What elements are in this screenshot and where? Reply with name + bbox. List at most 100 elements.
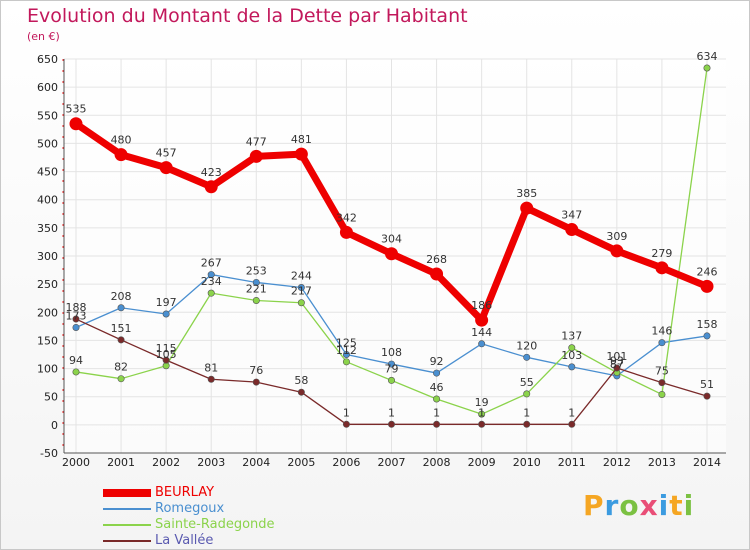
x-tick-label: 2006 — [332, 456, 360, 469]
data-label-la-vall-e: 75 — [655, 365, 669, 378]
y-tick-label: 350 — [37, 222, 58, 235]
data-point-la-vall-e — [568, 420, 576, 428]
x-tick-label: 2008 — [423, 456, 451, 469]
data-label-sainte-radegonde: 634 — [697, 50, 718, 63]
x-tick-label: 2012 — [603, 456, 631, 469]
data-point-la-vall-e — [72, 315, 80, 323]
data-point-beurlay — [204, 180, 218, 194]
data-point-beurlay — [610, 244, 624, 258]
data-label-beurlay: 535 — [66, 103, 87, 116]
data-point-romegoux — [207, 271, 215, 279]
legend-swatch — [103, 508, 151, 510]
data-point-romegoux — [72, 323, 80, 331]
data-label-sainte-radegonde: 55 — [520, 376, 534, 389]
data-label-sainte-radegonde: 112 — [336, 344, 357, 357]
data-point-la-vall-e — [703, 392, 711, 400]
data-point-beurlay — [565, 223, 579, 237]
legend-swatch — [103, 489, 151, 497]
data-point-sainte-radegonde — [658, 390, 666, 398]
legend-label: La Vallée — [155, 533, 214, 548]
data-point-la-vall-e — [297, 388, 305, 396]
data-point-beurlay — [430, 267, 444, 281]
logo-letter: t — [669, 489, 684, 522]
data-point-romegoux — [658, 339, 666, 347]
data-label-la-vall-e: 188 — [66, 301, 87, 314]
data-point-sainte-radegonde — [703, 64, 711, 72]
x-tick-label: 2004 — [242, 456, 270, 469]
data-point-romegoux — [433, 369, 441, 377]
data-label-beurlay: 279 — [651, 247, 672, 260]
x-tick-label: 2010 — [513, 456, 541, 469]
y-tick-label: 100 — [37, 363, 58, 376]
data-point-la-vall-e — [387, 420, 395, 428]
legend-swatch — [103, 540, 151, 542]
data-point-la-vall-e — [162, 356, 170, 364]
logo-letter: x — [639, 489, 659, 522]
data-label-sainte-radegonde: 94 — [69, 354, 83, 367]
data-point-beurlay — [520, 201, 534, 215]
data-label-sainte-radegonde: 217 — [291, 285, 312, 298]
data-point-la-vall-e — [252, 378, 260, 386]
data-label-la-vall-e: 51 — [700, 378, 714, 391]
y-tick-label: 200 — [37, 306, 58, 319]
data-point-sainte-radegonde — [297, 299, 305, 307]
data-label-beurlay: 347 — [561, 209, 582, 222]
proxiti-logo: Proxiti — [583, 489, 694, 522]
data-point-la-vall-e — [207, 375, 215, 383]
x-tick-label: 2005 — [287, 456, 315, 469]
data-point-la-vall-e — [342, 420, 350, 428]
y-tick-label: 250 — [37, 278, 58, 291]
y-tick-label: 650 — [37, 53, 58, 66]
data-label-beurlay: 385 — [516, 187, 537, 200]
data-point-la-vall-e — [478, 420, 486, 428]
data-label-beurlay: 423 — [201, 166, 222, 179]
y-tick-label: 550 — [37, 109, 58, 122]
data-label-la-vall-e: 58 — [294, 374, 308, 387]
data-point-la-vall-e — [117, 336, 125, 344]
data-label-beurlay: 186 — [471, 299, 492, 312]
data-point-romegoux — [703, 332, 711, 340]
x-tick-label: 2000 — [62, 456, 90, 469]
data-point-sainte-radegonde — [387, 376, 395, 384]
data-label-romegoux: 158 — [697, 318, 718, 331]
data-point-sainte-radegonde — [252, 296, 260, 304]
data-label-beurlay: 480 — [111, 134, 132, 147]
data-label-romegoux: 108 — [381, 346, 402, 359]
y-tick-label: 300 — [37, 250, 58, 263]
y-tick-label: -50 — [40, 447, 58, 460]
data-point-romegoux — [568, 363, 576, 371]
data-point-romegoux — [297, 284, 305, 292]
data-label-la-vall-e: 1 — [523, 406, 530, 419]
y-tick-label: 0 — [51, 419, 58, 432]
data-label-beurlay: 457 — [156, 147, 177, 160]
data-label-la-vall-e: 1 — [478, 406, 485, 419]
data-label-sainte-radegonde: 137 — [561, 330, 582, 343]
y-tick-label: 150 — [37, 334, 58, 347]
data-label-romegoux: 87 — [610, 358, 624, 371]
data-point-la-vall-e — [613, 364, 621, 372]
data-label-sainte-radegonde: 19 — [475, 396, 489, 409]
data-label-la-vall-e: 101 — [606, 350, 627, 363]
x-tick-label: 2007 — [378, 456, 406, 469]
data-point-sainte-radegonde — [207, 289, 215, 297]
data-point-beurlay — [69, 117, 83, 131]
data-label-sainte-radegonde: 234 — [201, 275, 222, 288]
data-label-romegoux: 173 — [66, 309, 87, 322]
data-label-beurlay: 342 — [336, 211, 357, 224]
data-point-sainte-radegonde — [342, 358, 350, 366]
x-tick-label: 2009 — [468, 456, 496, 469]
data-label-romegoux: 92 — [430, 355, 444, 368]
data-label-romegoux: 120 — [516, 339, 537, 352]
data-point-beurlay — [475, 313, 489, 327]
data-label-romegoux: 244 — [291, 270, 312, 283]
data-point-beurlay — [655, 261, 669, 275]
data-label-romegoux: 103 — [561, 349, 582, 362]
y-tick-label: 600 — [37, 81, 58, 94]
data-point-beurlay — [249, 149, 263, 163]
data-label-la-vall-e: 1 — [568, 406, 575, 419]
data-label-la-vall-e: 1 — [433, 406, 440, 419]
x-tick-label: 2013 — [648, 456, 676, 469]
y-tick-label: 450 — [37, 166, 58, 179]
data-label-beurlay: 304 — [381, 233, 402, 246]
